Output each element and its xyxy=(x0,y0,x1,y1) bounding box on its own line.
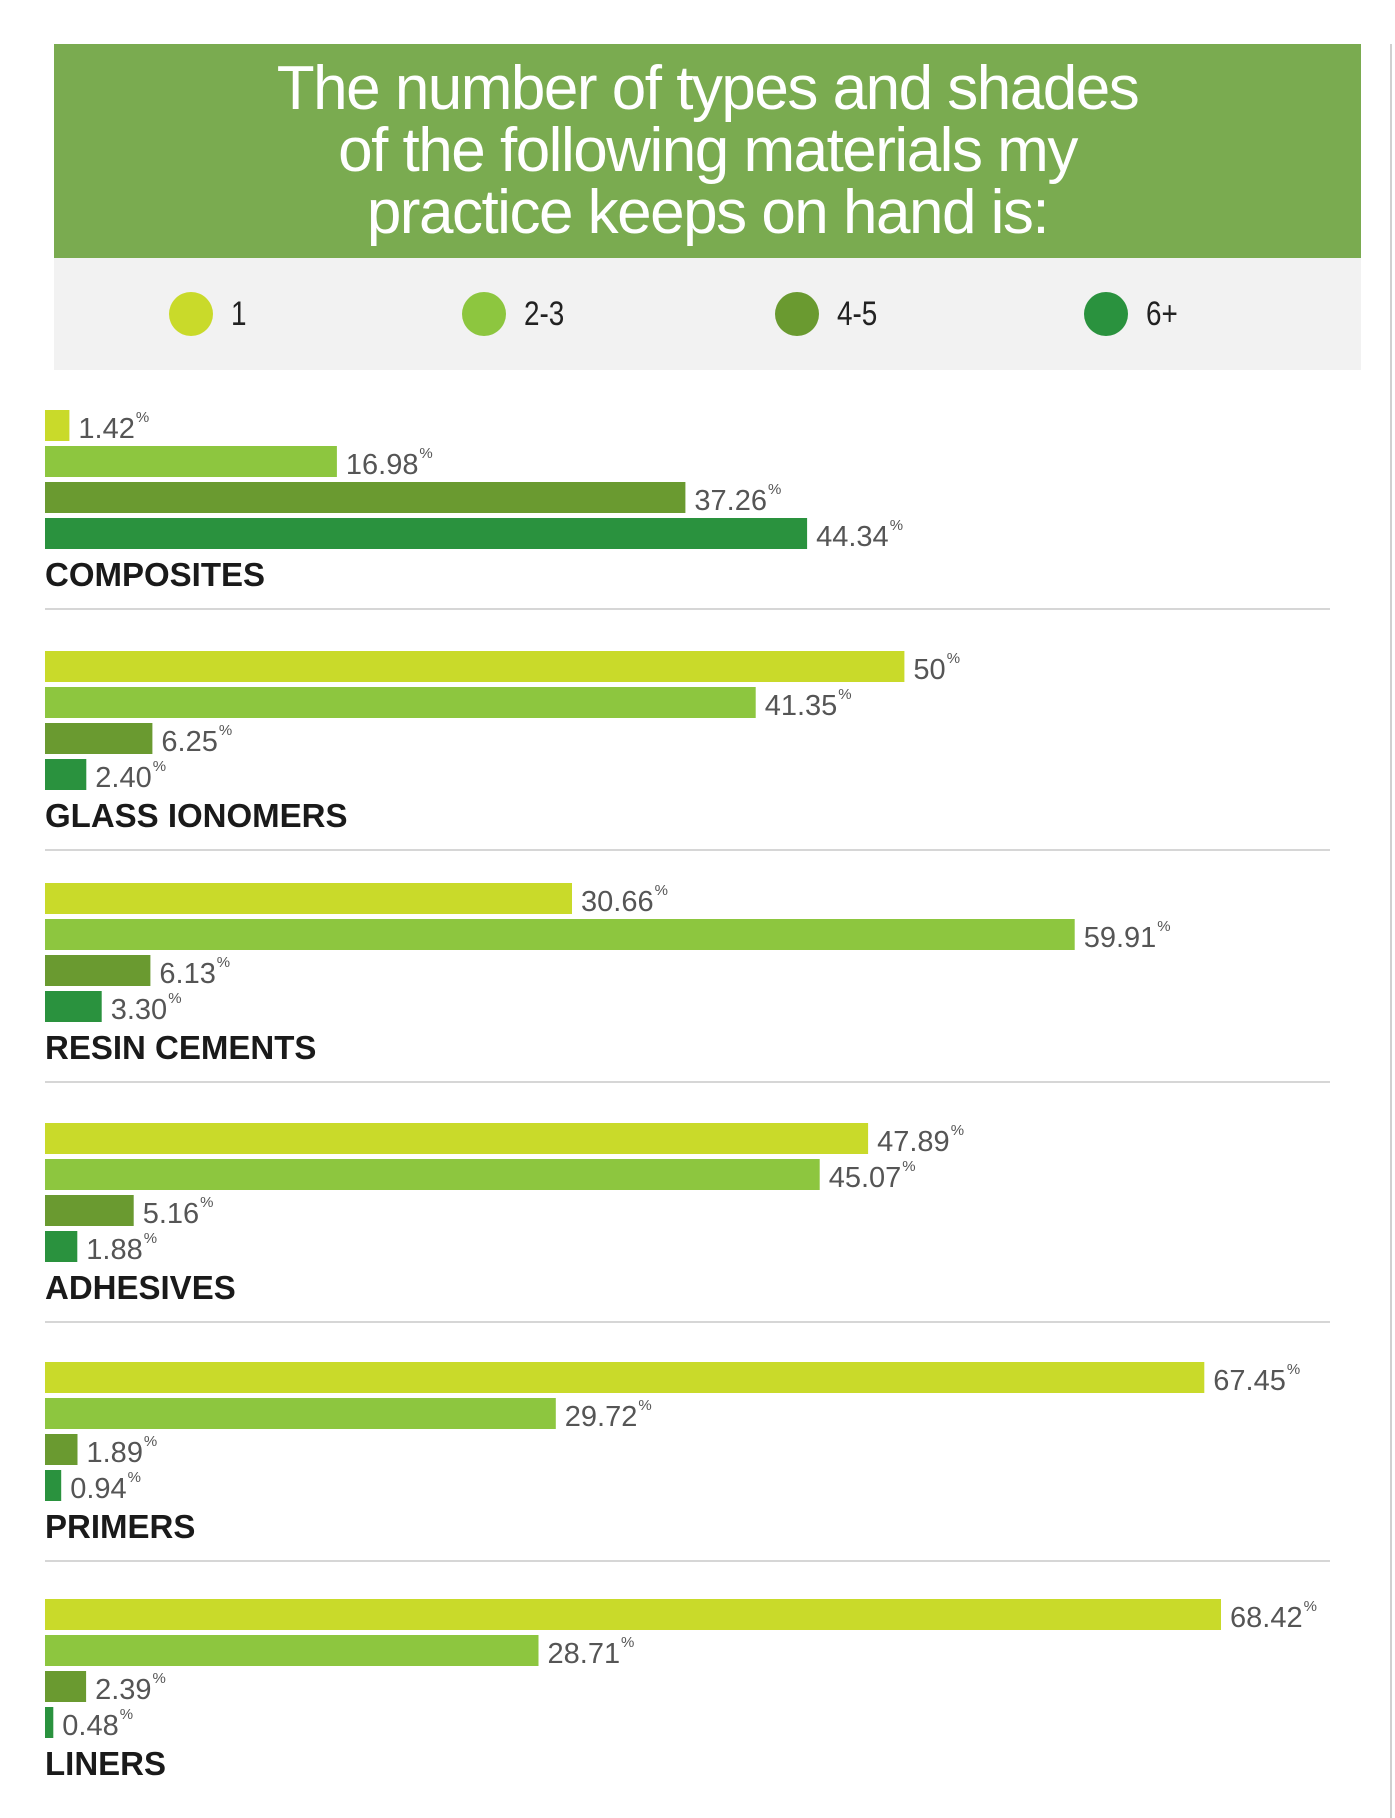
percent-sign-resin-cements-series-6-plus: % xyxy=(168,990,181,1007)
bar-adhesives-series-1 xyxy=(45,1123,869,1154)
category-label-resin-cements: RESIN CEMENTS xyxy=(45,1029,316,1066)
bar-resin-cements-series-2-3 xyxy=(45,919,1075,950)
percent-sign-composites-series-4-5: % xyxy=(768,481,781,498)
chart-title-banner: The number of types and shades of the fo… xyxy=(54,44,1361,258)
chart-title: The number of types and shades of the fo… xyxy=(276,54,1140,247)
percent-sign-resin-cements-series-4-5: % xyxy=(217,954,230,971)
value-label-primers-series-6-plus: 0.94 xyxy=(70,1473,126,1505)
bar-composites-series-4-5 xyxy=(45,482,686,513)
percent-sign-adhesives-series-2-3: % xyxy=(902,1158,915,1175)
percent-sign-resin-cements-series-2-3: % xyxy=(1157,918,1170,935)
value-label-liners-series-6-plus: 0.48 xyxy=(62,1710,118,1742)
percent-sign-glass-ionomers-series-4-5: % xyxy=(219,722,232,739)
value-label-adhesives-series-1: 47.89 xyxy=(877,1126,950,1158)
value-label-liners-series-4-5: 2.39 xyxy=(95,1674,151,1706)
bar-glass-ionomers-series-6-plus xyxy=(45,759,87,790)
value-label-primers-series-4-5: 1.89 xyxy=(87,1437,143,1469)
percent-sign-glass-ionomers-series-6-plus: % xyxy=(153,758,166,775)
value-label-adhesives-series-4-5: 5.16 xyxy=(143,1198,199,1230)
category-label-adhesives: ADHESIVES xyxy=(45,1269,236,1306)
legend-label-6-plus: 6+ xyxy=(1146,294,1178,333)
percent-sign-composites-series-1: % xyxy=(136,409,149,426)
value-label-liners-series-2-3: 28.71 xyxy=(548,1638,621,1670)
percent-sign-resin-cements-series-1: % xyxy=(655,882,668,899)
legend-swatch-6-plus xyxy=(1084,292,1128,336)
percent-sign-primers-series-2-3: % xyxy=(638,1397,651,1414)
bar-glass-ionomers-series-2-3 xyxy=(45,687,756,718)
value-label-primers-series-2-3: 29.72 xyxy=(565,1401,638,1433)
legend-item-1: 1 xyxy=(169,258,250,370)
percent-sign-adhesives-series-4-5: % xyxy=(200,1194,213,1211)
legend-item-2-3: 2-3 xyxy=(462,258,573,370)
value-label-glass-ionomers-series-4-5: 6.25 xyxy=(161,726,217,758)
value-label-resin-cements-series-1: 30.66 xyxy=(581,886,654,918)
legend-label-4-5: 4-5 xyxy=(837,294,878,333)
bar-adhesives-series-6-plus xyxy=(45,1231,78,1262)
category-label-primers: PRIMERS xyxy=(45,1508,195,1545)
legend: 1 2-3 4-5 6+ xyxy=(54,258,1361,370)
page-edge-rule xyxy=(1390,44,1392,1818)
value-label-glass-ionomers-series-6-plus: 2.40 xyxy=(95,762,151,794)
legend-swatch-2-3 xyxy=(462,292,506,336)
value-label-resin-cements-series-4-5: 6.13 xyxy=(159,958,215,990)
percent-sign-composites-series-2-3: % xyxy=(419,445,432,462)
bar-adhesives-series-4-5 xyxy=(45,1195,134,1226)
bar-glass-ionomers-series-1 xyxy=(45,651,905,682)
bar-resin-cements-series-6-plus xyxy=(45,991,102,1022)
legend-swatch-1 xyxy=(169,292,213,336)
percent-sign-primers-series-4-5: % xyxy=(144,1433,157,1450)
value-label-glass-ionomers-series-2-3: 41.35 xyxy=(765,690,838,722)
percent-sign-composites-series-6-plus: % xyxy=(890,517,903,534)
value-label-resin-cements-series-6-plus: 3.30 xyxy=(111,994,167,1026)
value-label-primers-series-1: 67.45 xyxy=(1213,1365,1286,1397)
category-label-glass-ionomers: GLASS IONOMERS xyxy=(45,797,348,834)
legend-label-1: 1 xyxy=(231,294,247,333)
bar-adhesives-series-2-3 xyxy=(45,1159,820,1190)
percent-sign-glass-ionomers-series-2-3: % xyxy=(838,686,851,703)
percent-sign-adhesives-series-6-plus: % xyxy=(144,1230,157,1247)
bar-composites-series-2-3 xyxy=(45,446,337,477)
legend-swatch-4-5 xyxy=(775,292,819,336)
bar-resin-cements-series-1 xyxy=(45,883,572,914)
bar-composites-series-6-plus xyxy=(45,518,808,549)
value-label-resin-cements-series-2-3: 59.91 xyxy=(1084,922,1157,954)
bar-primers-series-2-3 xyxy=(45,1398,556,1429)
legend-label-2-3: 2-3 xyxy=(524,294,565,333)
value-label-adhesives-series-2-3: 45.07 xyxy=(829,1162,902,1194)
value-label-liners-series-1: 68.42 xyxy=(1230,1602,1303,1634)
bar-primers-series-6-plus xyxy=(45,1470,62,1501)
legend-item-6-plus: 6+ xyxy=(1084,258,1185,370)
bar-primers-series-1 xyxy=(45,1362,1205,1393)
value-label-composites-series-1: 1.42 xyxy=(78,413,134,445)
percent-sign-primers-series-6-plus: % xyxy=(128,1469,141,1486)
percent-sign-adhesives-series-1: % xyxy=(951,1122,964,1139)
bar-liners-series-2-3 xyxy=(45,1635,539,1666)
value-label-composites-series-6-plus: 44.34 xyxy=(816,521,889,553)
bar-composites-series-1 xyxy=(45,410,70,441)
category-label-liners: LINERS xyxy=(45,1745,166,1782)
bar-glass-ionomers-series-4-5 xyxy=(45,723,153,754)
bar-liners-series-1 xyxy=(45,1599,1221,1630)
percent-sign-primers-series-1: % xyxy=(1287,1361,1300,1378)
percent-sign-liners-series-1: % xyxy=(1304,1598,1317,1615)
bar-liners-series-6-plus xyxy=(45,1707,54,1738)
percent-sign-glass-ionomers-series-1: % xyxy=(947,650,960,667)
value-label-composites-series-2-3: 16.98 xyxy=(346,449,419,481)
value-label-adhesives-series-6-plus: 1.88 xyxy=(86,1234,142,1266)
bar-liners-series-4-5 xyxy=(45,1671,87,1702)
bar-resin-cements-series-4-5 xyxy=(45,955,151,986)
category-label-composites: COMPOSITES xyxy=(45,556,265,593)
percent-sign-liners-series-2-3: % xyxy=(621,1634,634,1651)
legend-item-4-5: 4-5 xyxy=(775,258,886,370)
bar-primers-series-4-5 xyxy=(45,1434,78,1465)
value-label-glass-ionomers-series-1: 50 xyxy=(913,654,945,686)
percent-sign-liners-series-4-5: % xyxy=(153,1670,166,1687)
percent-sign-liners-series-6-plus: % xyxy=(120,1706,133,1723)
value-label-composites-series-4-5: 37.26 xyxy=(694,485,767,517)
